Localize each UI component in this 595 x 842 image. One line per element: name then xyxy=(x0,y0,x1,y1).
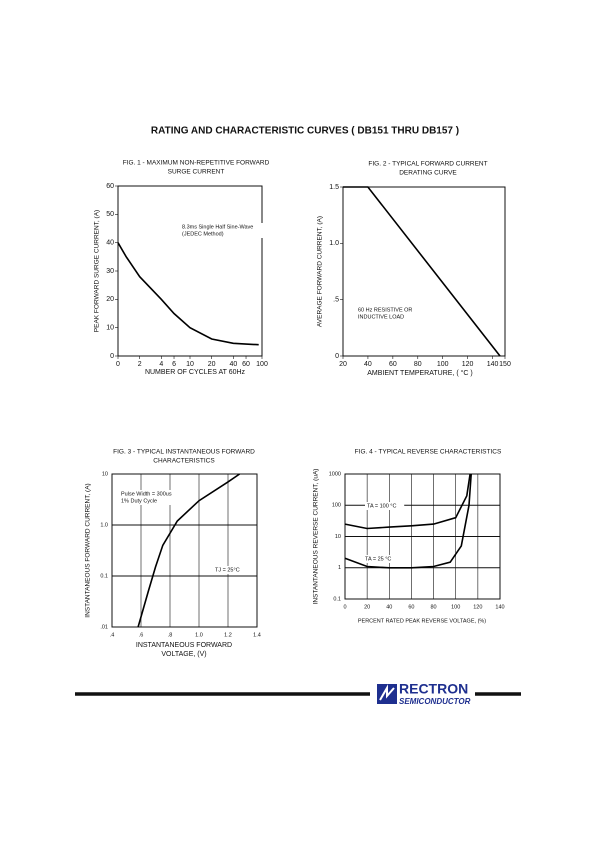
data-line xyxy=(344,473,472,569)
y-tick-label: .01 xyxy=(100,624,108,630)
chart-title: FIG. 2 - TYPICAL FORWARD CURRENT xyxy=(368,161,487,168)
chart-title: SURGE CURRENT xyxy=(168,169,225,176)
annotation-background xyxy=(119,490,180,505)
series-label-background xyxy=(365,502,405,510)
data-line xyxy=(137,473,241,628)
x-tick-label: 60 xyxy=(408,604,414,610)
chart-title: FIG. 4 - TYPICAL REVERSE CHARACTERISTICS xyxy=(355,449,502,456)
data-line xyxy=(344,473,471,530)
plot-frame xyxy=(342,186,506,357)
logo-subtitle: SEMICONDUCTOR xyxy=(399,697,471,706)
y-tick-label: 0 xyxy=(110,353,114,360)
y-tick-label: 60 xyxy=(106,183,114,190)
data-line xyxy=(343,186,501,357)
x-tick-label: .4 xyxy=(110,632,115,638)
annotation: 1% Duty Cycle xyxy=(121,498,157,504)
x-tick-label: 120 xyxy=(473,604,482,610)
x-tick-label: 10 xyxy=(186,361,194,368)
y-axis-label: INSTANTANEOUS REVERSE CURRENT, (uA) xyxy=(313,469,320,605)
y-tick-label: 100 xyxy=(332,503,341,509)
annotation-background xyxy=(180,223,265,238)
y-tick-label: 30 xyxy=(106,268,114,275)
page-title: RATING AND CHARACTERISTIC CURVES ( DB151… xyxy=(151,126,459,137)
x-tick-label: 2 xyxy=(138,361,142,368)
y-tick-label: 1000 xyxy=(329,471,341,477)
series-label: TA = 100 °C xyxy=(367,503,396,509)
y-tick-label: 1.0 xyxy=(100,522,108,528)
x-tick-label: 40 xyxy=(364,361,372,368)
annotation-background xyxy=(213,566,244,574)
y-tick-label: .5 xyxy=(333,297,339,304)
x-tick-label: 100 xyxy=(451,604,460,610)
y-axis-label: PEAK FORWARD SURGE CURRENT, (A) xyxy=(94,210,101,332)
x-tick-label: 80 xyxy=(431,604,437,610)
x-tick-label: 6 xyxy=(172,361,176,368)
x-tick-label: 4 xyxy=(159,361,163,368)
y-tick-label: 0.1 xyxy=(100,573,108,579)
y-tick-label: 20 xyxy=(106,296,114,303)
x-tick-label: 100 xyxy=(437,361,449,368)
x-tick-label: 60 xyxy=(389,361,397,368)
annotation-background xyxy=(356,306,414,321)
x-tick-label: 40 xyxy=(229,361,237,368)
y-axis-label: INSTANTANEOUS FORWARD CURRENT, (A) xyxy=(85,483,92,617)
logo-name: RECTRON xyxy=(399,681,468,697)
logo-icon-mark xyxy=(379,684,395,701)
chart-title: FIG. 3 - TYPICAL INSTANTANEOUS FORWARD xyxy=(113,449,255,456)
x-axis-label: NUMBER OF CYCLES AT 60Hz xyxy=(145,369,246,376)
series-label-background xyxy=(363,555,399,563)
annotation: Pulse Width = 300us xyxy=(121,491,172,497)
y-axis-label: AVERAGE FORWARD CURRENT, (A) xyxy=(317,216,324,327)
plot-frame xyxy=(117,185,263,357)
x-tick-label: 140 xyxy=(495,604,504,610)
annotation: 8.3ms Single Half Sine-Wave xyxy=(182,224,253,230)
x-axis-label: PERCENT RATED PEAK REVERSE VOLTAGE, (%) xyxy=(358,618,486,624)
x-tick-label: 1.2 xyxy=(224,632,232,638)
x-tick-label: 20 xyxy=(208,361,216,368)
x-tick-label: .8 xyxy=(168,632,173,638)
x-tick-label: 0 xyxy=(116,361,120,368)
x-tick-label: 20 xyxy=(339,361,347,368)
annotation: (JEDEC Method) xyxy=(182,231,224,237)
x-tick-label: .6 xyxy=(139,632,144,638)
y-tick-label: 1.0 xyxy=(329,240,339,247)
x-tick-label: 100 xyxy=(256,361,268,368)
y-tick-label: 0 xyxy=(335,353,339,360)
chart-title: CHARACTERISTICS xyxy=(153,458,215,465)
chart-title: FIG. 1 - MAXIMUM NON-REPETITIVE FORWARD xyxy=(123,160,270,167)
y-tick-label: 0.1 xyxy=(333,596,341,602)
data-line xyxy=(117,242,259,346)
x-tick-label: 0 xyxy=(343,604,346,610)
x-tick-label: 80 xyxy=(414,361,422,368)
annotation: TJ = 25°C xyxy=(215,567,240,573)
y-tick-label: 1.5 xyxy=(329,184,339,191)
y-tick-label: 10 xyxy=(335,534,341,540)
y-tick-label: 10 xyxy=(106,325,114,332)
y-tick-label: 1 xyxy=(338,565,341,571)
y-tick-label: 40 xyxy=(106,240,114,247)
chart-title: DERATING CURVE xyxy=(399,170,457,177)
x-tick-label: 60 xyxy=(242,361,250,368)
y-tick-label: 10 xyxy=(102,471,108,477)
x-axis-label: AMBIENT TEMPERATURE, ( °C ) xyxy=(367,369,472,377)
y-tick-label: 50 xyxy=(106,211,114,218)
x-tick-label: 20 xyxy=(364,604,370,610)
x-tick-label: 1.4 xyxy=(253,632,261,638)
x-tick-label: 120 xyxy=(462,361,474,368)
annotation: INDUCTIVE LOAD xyxy=(358,314,404,320)
x-axis-label: INSTANTANEOUS FORWARD xyxy=(136,642,232,649)
x-tick-label: 150 xyxy=(499,361,511,368)
annotation: 60 Hz RESISTIVE OR xyxy=(358,307,412,313)
x-tick-label: 1.0 xyxy=(195,632,203,638)
x-tick-label: 140 xyxy=(487,361,499,368)
x-tick-label: 40 xyxy=(386,604,392,610)
x-axis-label: VOLTAGE, (V) xyxy=(161,651,206,658)
series-label: TA = 25 °C xyxy=(365,556,391,562)
